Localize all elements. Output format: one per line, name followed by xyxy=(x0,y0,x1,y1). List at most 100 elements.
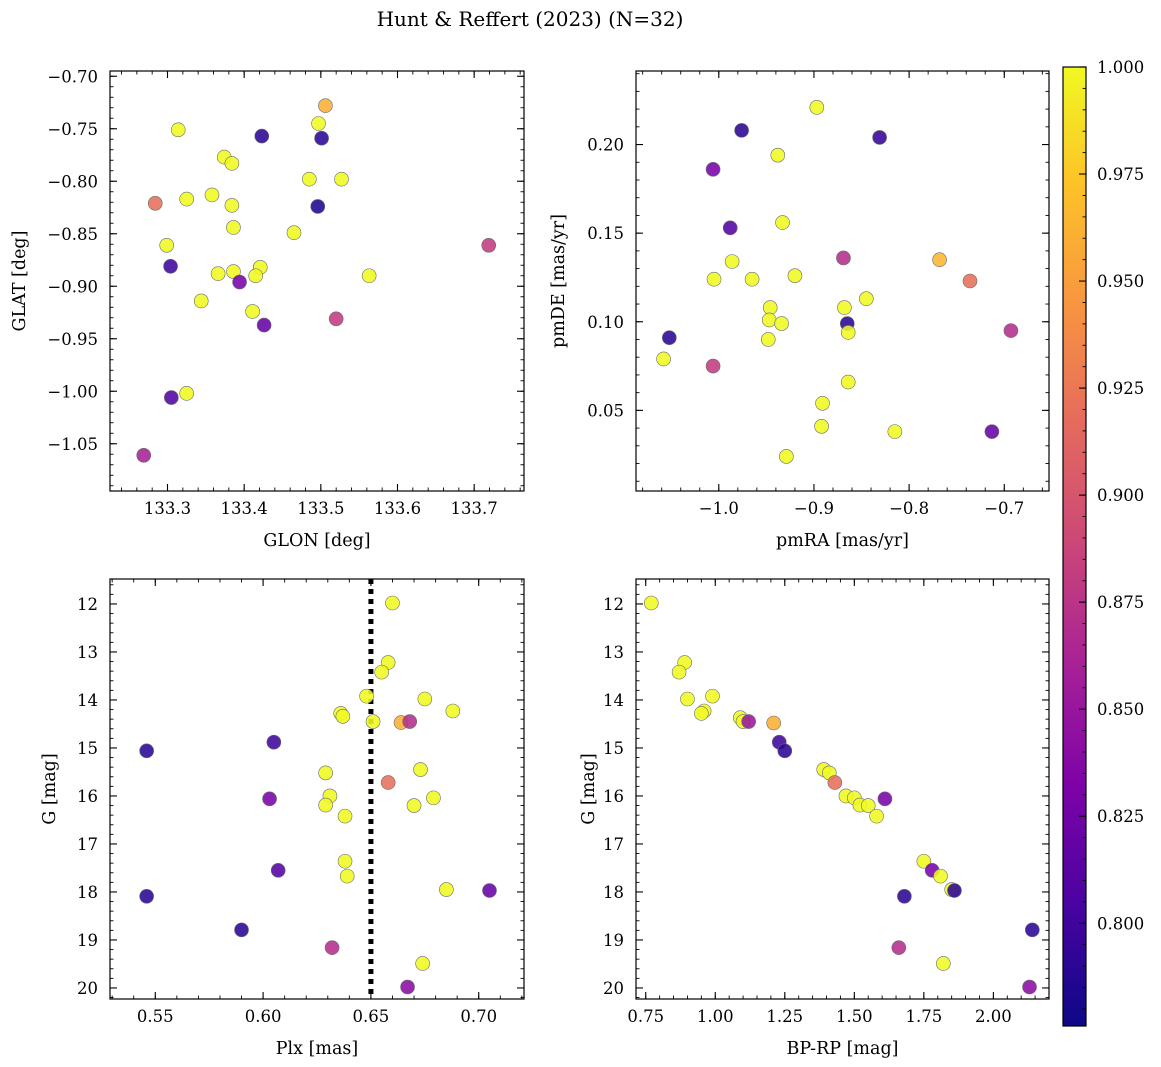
scatter-point xyxy=(245,304,260,319)
scatter-point xyxy=(858,291,874,307)
scatter-point xyxy=(482,883,497,898)
scatter-point xyxy=(415,956,430,971)
panel-parallax: 0.55 0.60 0.65 0.70 12 13 14 15 16 17 18 19 20 Plx [m… xyxy=(40,578,525,1059)
x-axis-label: GLON [deg] xyxy=(263,531,370,551)
x-tick-label: 1.25 xyxy=(766,1007,803,1026)
scatter-point xyxy=(840,374,856,390)
scatter-point xyxy=(481,238,497,253)
scatter-point xyxy=(1022,979,1037,995)
scatter-point xyxy=(766,715,781,731)
scatter-point xyxy=(193,293,209,309)
scatter-point xyxy=(324,940,340,955)
x-tick-label: −0.8 xyxy=(889,499,929,518)
scatter-point xyxy=(232,274,247,290)
y-tick-label: 19 xyxy=(77,931,98,950)
colorbar-tick-label: 0.975 xyxy=(1097,165,1144,184)
colorbar-tick-label: 0.900 xyxy=(1097,486,1144,505)
colorbar: 0.800 0.825 0.850 0.875 0.900 0.925 0.950 0.975… xyxy=(1062,58,1144,1027)
y-tick-label: 12 xyxy=(77,595,98,614)
scatter-point xyxy=(256,317,272,333)
scatter-point xyxy=(204,187,220,203)
major-ticks xyxy=(110,579,524,999)
scatter-point xyxy=(694,706,709,721)
scatter-point xyxy=(815,395,830,411)
scatter-point xyxy=(916,853,932,869)
y-tick-label: 0.20 xyxy=(587,136,624,155)
scatter-point xyxy=(314,130,329,146)
scatter-point xyxy=(962,273,978,289)
scatter-point xyxy=(335,708,351,724)
major-ticks xyxy=(636,579,1049,999)
colorbar-tick-label: 0.850 xyxy=(1097,700,1144,719)
scatter-point xyxy=(705,162,721,177)
scatter-point xyxy=(656,351,671,367)
scatter-points xyxy=(656,100,1019,464)
scatter-points xyxy=(136,98,497,463)
scatter-point xyxy=(254,128,270,144)
scatter-points xyxy=(643,595,1040,995)
y-tick-label: 13 xyxy=(77,643,98,662)
x-tick-label: 0.60 xyxy=(245,1007,282,1026)
y-tick-label: 15 xyxy=(603,739,624,758)
scatter-point xyxy=(897,888,912,904)
scatter-point xyxy=(311,116,326,131)
y-tick-label: 20 xyxy=(603,979,624,998)
colorbar-tick-label: 0.825 xyxy=(1097,807,1144,826)
scatter-point xyxy=(337,853,353,869)
scatter-point xyxy=(705,688,720,704)
scatter-point xyxy=(334,171,349,187)
scatter-point xyxy=(318,765,333,781)
figure-title: Hunt & Reffert (2023) (N=32) xyxy=(377,7,684,31)
minor-ticks xyxy=(636,579,1050,999)
scatter-point xyxy=(933,868,948,884)
x-axis-label: BP-RP [mag] xyxy=(787,1039,899,1059)
scatter-point xyxy=(139,888,154,904)
y-tick-label: 19 xyxy=(603,931,624,950)
scatter-point xyxy=(705,358,721,374)
y-tick-label: 17 xyxy=(77,835,98,854)
scatter-point xyxy=(724,254,740,269)
x-tick-label: 0.65 xyxy=(353,1007,390,1026)
x-tick-label: 1.75 xyxy=(905,1007,942,1026)
scatter-point xyxy=(872,130,887,145)
panels: 133.3 133.4 133.5 133.6 133.7−0.70−0.75−0.80… xyxy=(10,67,1050,1059)
scatter-point xyxy=(936,956,951,971)
y-tick-label: −0.75 xyxy=(47,120,98,139)
scatter-point xyxy=(426,790,441,806)
y-tick-label: 0.10 xyxy=(587,313,624,332)
y-tick-label: 13 xyxy=(603,643,624,662)
scatter-point xyxy=(840,325,856,340)
scatter-point xyxy=(775,215,790,230)
minor-ticks xyxy=(110,579,524,999)
scatter-point xyxy=(270,863,286,878)
scatter-point xyxy=(744,271,760,287)
scatter-point xyxy=(179,386,194,401)
scatter-point xyxy=(318,797,333,813)
scatter-point xyxy=(266,734,282,750)
axes-frame xyxy=(635,578,1050,1000)
y-tick-label: −1.00 xyxy=(47,382,98,401)
scatter-point xyxy=(891,940,907,955)
x-tick-label: 133.3 xyxy=(144,499,191,518)
y-tick-label: −0.90 xyxy=(47,277,98,296)
colorbar-tick-label: 1.000 xyxy=(1097,58,1144,77)
scatter-point xyxy=(413,762,428,777)
scatter-point xyxy=(439,882,454,897)
scatter-point xyxy=(359,688,374,704)
scatter-point xyxy=(248,268,263,284)
scatter-point xyxy=(226,220,241,235)
y-tick-label: 17 xyxy=(603,835,624,854)
colorbar-tick-label: 0.800 xyxy=(1097,914,1144,933)
major-ticks xyxy=(636,71,1049,491)
scatter-point xyxy=(147,196,163,211)
scatter-point xyxy=(762,300,778,315)
axes-frame xyxy=(109,578,525,1000)
scatter-point xyxy=(234,922,249,938)
x-tick-label: 133.5 xyxy=(297,499,344,518)
scatter-point xyxy=(210,266,226,281)
scatter-point xyxy=(328,311,344,327)
x-tick-label: 0.55 xyxy=(137,1007,174,1026)
y-axis-label: GLAT [deg] xyxy=(10,231,30,332)
scatter-point xyxy=(170,122,186,138)
